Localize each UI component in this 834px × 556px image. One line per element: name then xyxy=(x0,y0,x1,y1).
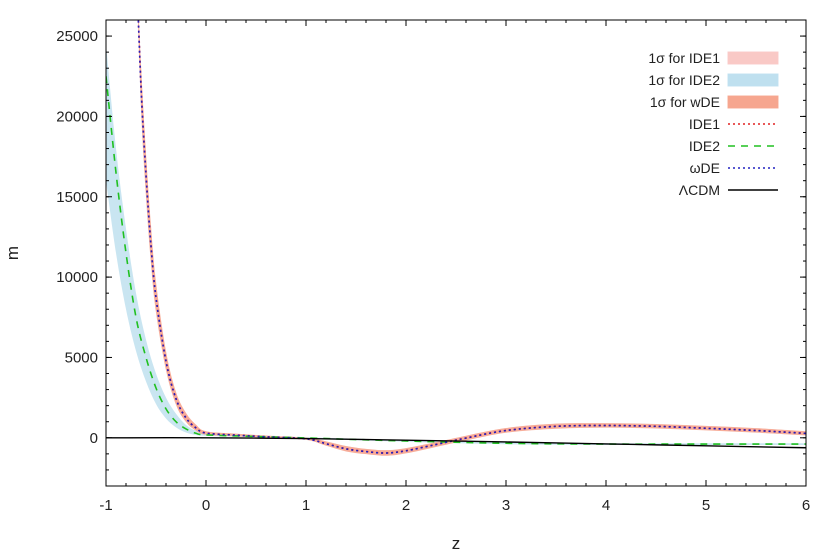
x-tick-label: 1 xyxy=(302,497,310,514)
line-ide1-3 xyxy=(137,20,806,454)
legend-entry: 1σ for IDE1 xyxy=(648,50,779,66)
line-cdm-6 xyxy=(106,437,806,449)
legend-label: 1σ for IDE2 xyxy=(648,72,720,88)
legend-entry: IDE2 xyxy=(689,138,778,154)
legend-entry: ΛCDM xyxy=(679,182,778,198)
legend-entry: 1σ for IDE2 xyxy=(648,72,779,88)
series-layer xyxy=(106,20,806,456)
x-tick-label: 5 xyxy=(702,497,710,514)
legend-label: IDE1 xyxy=(689,116,720,132)
legend-swatch xyxy=(727,51,779,65)
legend-label: 1σ for wDE xyxy=(650,94,720,110)
y-axis-label: m xyxy=(3,246,22,260)
y-tick-label: 0 xyxy=(90,430,98,447)
x-tick-label: 4 xyxy=(602,497,610,514)
legend-label: ΛCDM xyxy=(679,182,720,198)
x-tick-label: -1 xyxy=(99,497,112,514)
y-tick-label: 5000 xyxy=(65,349,98,366)
line-ide2-4 xyxy=(106,76,806,445)
legend-swatch xyxy=(727,73,779,87)
legend-entry: IDE1 xyxy=(689,116,778,132)
y-tick-label: 25000 xyxy=(56,28,98,45)
x-tick-label: 2 xyxy=(402,497,410,514)
legend-label: IDE2 xyxy=(689,138,720,154)
x-axis-label: z xyxy=(452,534,461,553)
y-tick-label: 10000 xyxy=(56,269,98,286)
legend-label: 1σ for IDE1 xyxy=(648,50,720,66)
legend-entry: 1σ for wDE xyxy=(650,94,779,110)
legend-entry: ωDE xyxy=(690,160,778,176)
plot-frame xyxy=(105,19,807,487)
x-tick-label: 6 xyxy=(802,497,810,514)
legend-swatch xyxy=(727,95,779,109)
plot-background xyxy=(106,20,806,486)
y-tick-label: 15000 xyxy=(56,189,98,206)
x-tick-label: 3 xyxy=(502,497,510,514)
y-tick-label: 20000 xyxy=(56,108,98,125)
legend: 1σ for IDE1 1σ for IDE2 1σ for wDE IDE1 IDE2… xyxy=(648,50,779,198)
legend-label: ωDE xyxy=(690,160,720,176)
ticks-layer: -1 0 1 2 3 4 5 6 0 5000 10000 15000 20000 25000 xyxy=(56,19,810,514)
x-tick-label: 0 xyxy=(202,497,210,514)
